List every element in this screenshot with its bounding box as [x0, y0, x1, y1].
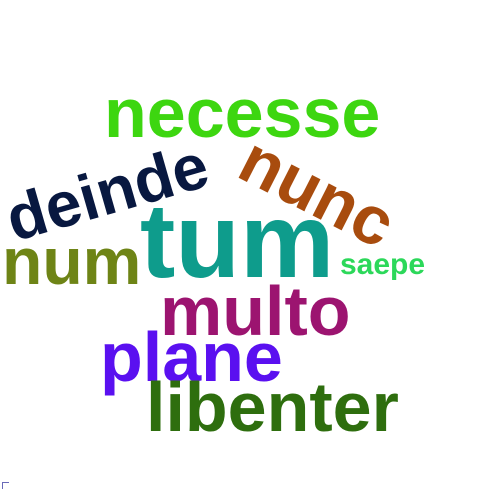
- word-num: num: [2, 224, 142, 298]
- corner-bracket-icon: [2, 482, 9, 489]
- word-multo: multo: [160, 272, 351, 350]
- word-necesse: necesse: [104, 74, 381, 152]
- word-plane: plane: [100, 318, 283, 396]
- word-libenter: libenter: [146, 368, 399, 446]
- word-saepe: saepe: [340, 248, 426, 281]
- word-tum: tum: [140, 182, 335, 300]
